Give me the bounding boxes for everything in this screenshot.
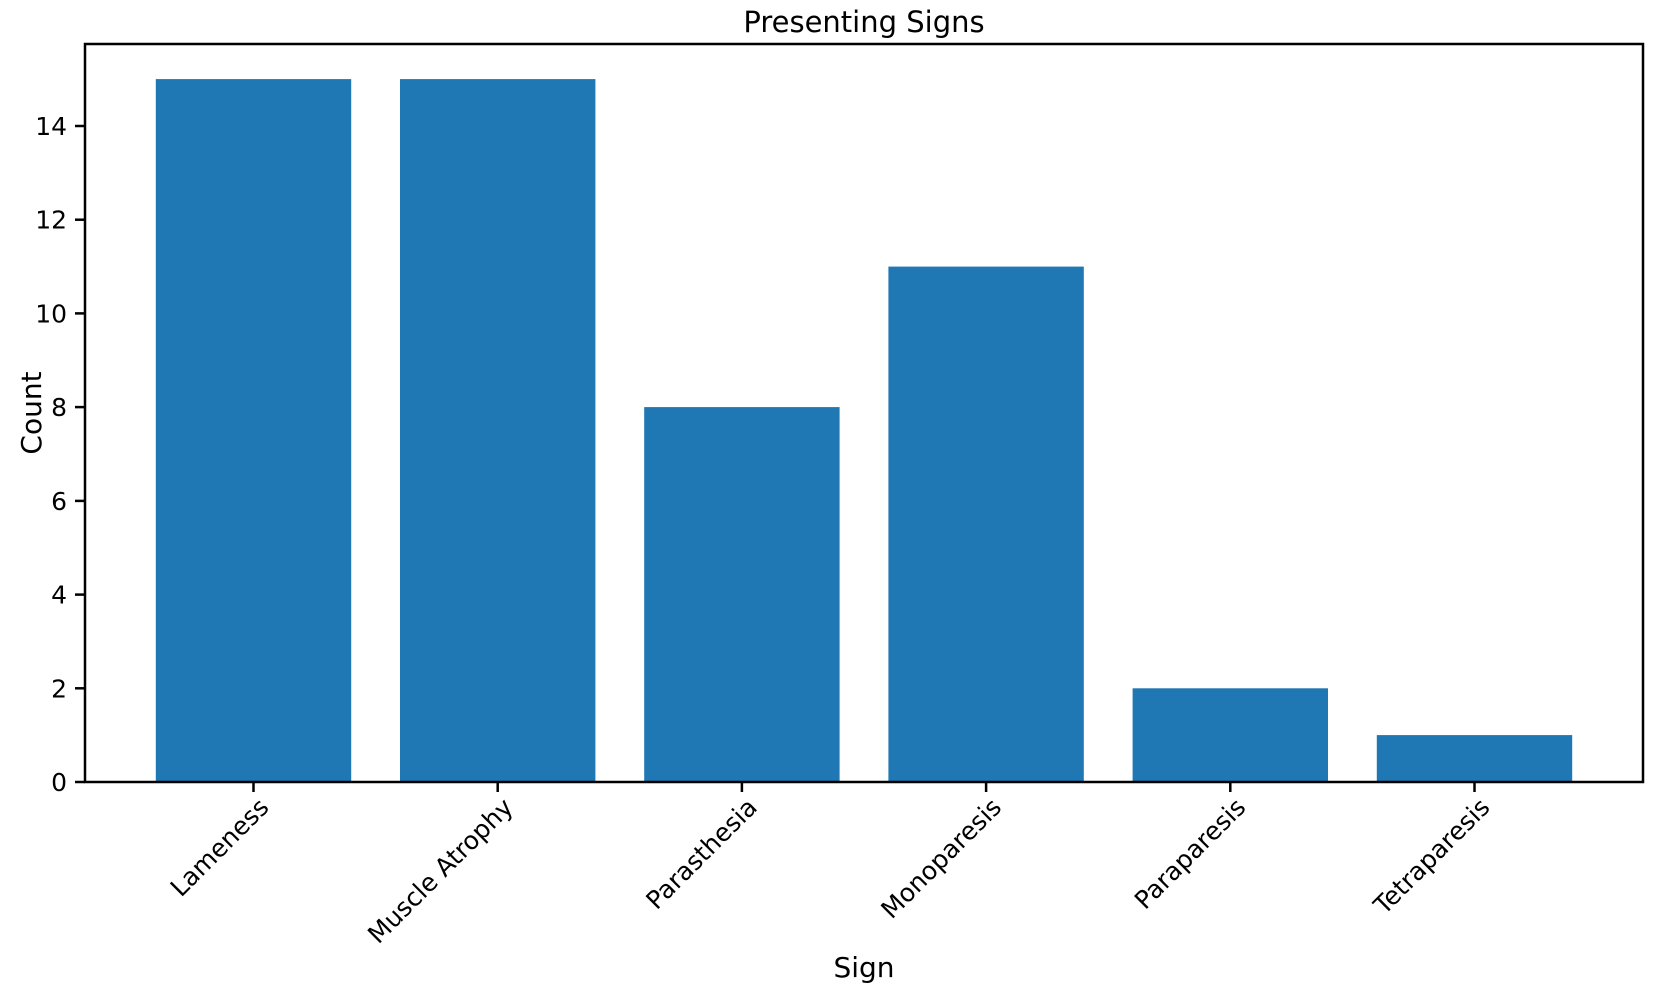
bars-group xyxy=(155,79,1573,783)
bar-paraparesis xyxy=(1132,688,1328,782)
x-tick-label-muscle-atrophy: Muscle Atrophy xyxy=(362,792,519,949)
y-tick-label-4: 4 xyxy=(51,581,67,610)
x-tick-label-monoparesis: Monoparesis xyxy=(875,792,1007,924)
x-axis-label: Sign xyxy=(833,951,894,984)
plot-frame xyxy=(83,42,1645,784)
chart-title: Presenting Signs xyxy=(743,5,984,39)
y-axis: 0 2 4 6 8 10 12 14 xyxy=(35,112,85,797)
x-tick-label-paraparesis: Paraparesis xyxy=(1129,792,1251,914)
y-tick-label-0: 0 xyxy=(51,768,67,797)
y-tick-label-10: 10 xyxy=(35,299,67,328)
bar-parasthesia xyxy=(644,407,840,782)
x-tick-label-lameness: Lameness xyxy=(165,792,275,902)
x-tick-label-parasthesia: Parasthesia xyxy=(640,792,762,914)
bar-tetraparesis xyxy=(1376,735,1573,782)
y-tick-label-2: 2 xyxy=(51,674,67,703)
y-axis-label: Count xyxy=(15,371,48,454)
x-axis: Lameness Muscle Atrophy Parasthesia Monopar… xyxy=(165,782,1495,949)
y-tick-label-14: 14 xyxy=(35,112,67,141)
y-tick-label-6: 6 xyxy=(51,487,67,516)
bar-monoparesis xyxy=(888,266,1084,783)
x-tick-label-tetraparesis: Tetraparesis xyxy=(1367,792,1495,920)
y-tick-label-12: 12 xyxy=(35,206,67,235)
y-tick-label-8: 8 xyxy=(51,393,67,422)
bar-muscle-atrophy xyxy=(400,79,596,783)
bar-lameness xyxy=(155,79,352,783)
